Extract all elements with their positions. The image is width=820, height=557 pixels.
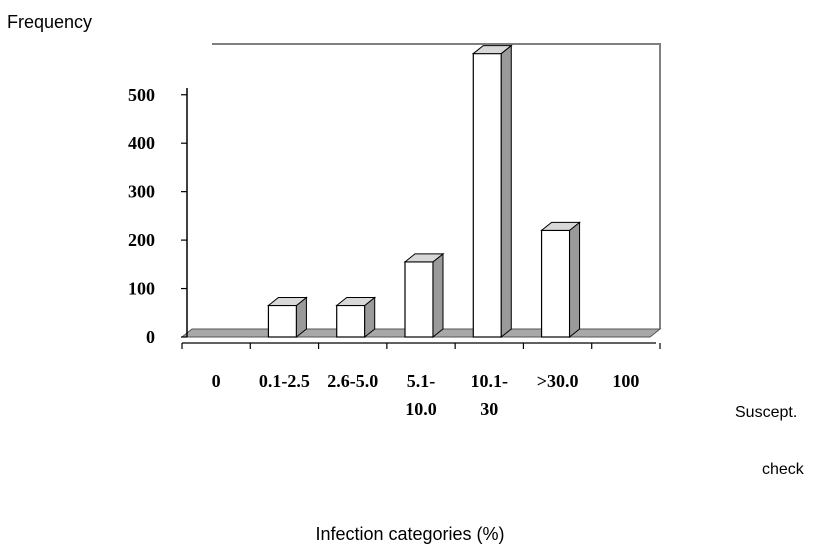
x-tick-label: 10.1- (471, 371, 509, 391)
bar (337, 306, 365, 337)
legend-label-check: check (762, 461, 804, 479)
x-tick-label: 30 (480, 399, 498, 419)
bar-side (570, 222, 580, 337)
bar (268, 306, 296, 337)
bar-side (433, 254, 443, 337)
x-tick-label: >30.0 (537, 371, 579, 391)
x-tick-label: 0.1-2.5 (259, 371, 310, 391)
x-axis-title: Infection categories (%) (0, 524, 820, 545)
y-tick-label: 300 (128, 182, 155, 202)
bar (542, 230, 570, 337)
y-tick-label: 400 (128, 133, 155, 153)
x-tick-label: 10.0 (405, 399, 437, 419)
y-tick-label: 200 (128, 230, 155, 250)
bar (473, 54, 501, 337)
x-tick-label: 5.1- (407, 371, 436, 391)
x-tick-label: 0 (212, 371, 221, 391)
y-tick-label: 0 (146, 327, 155, 347)
y-tick-label: 500 (128, 85, 155, 105)
y-tick-label: 100 (128, 279, 155, 299)
legend-label-suscept: Suscept. (735, 404, 797, 422)
bar-side (501, 46, 511, 337)
bar (405, 262, 433, 337)
x-tick-label: 2.6-5.0 (327, 371, 378, 391)
x-tick-label: 100 (612, 371, 639, 391)
